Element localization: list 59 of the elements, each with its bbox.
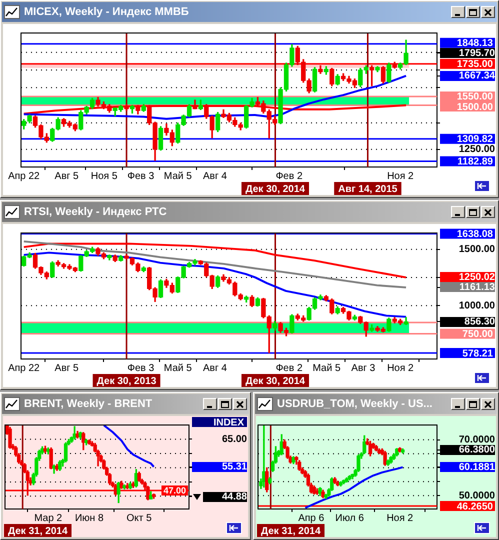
ref-line-label: Дек 31, 2014 xyxy=(8,526,68,537)
chart-title: USDRUB_TOM, Weekly - US... xyxy=(277,398,434,410)
x-tick-label: Авг 4 xyxy=(202,170,228,182)
ref-line-label: 750.00 xyxy=(462,328,494,340)
ref-line-label: Авг 14, 2015 xyxy=(338,184,398,195)
ref-line-label: 46.2650 xyxy=(456,501,494,512)
x-tick-label: Май 5 xyxy=(164,362,192,374)
x-tick-label: Фев 2 xyxy=(276,362,303,374)
y-tick-label: 70.0000 xyxy=(458,434,496,446)
x-tick-label: Июл 6 xyxy=(335,512,364,524)
y-tick-label: 1000.00 xyxy=(458,300,496,312)
x-tick-label: Фев 3 xyxy=(127,362,155,374)
x-tick-label: Ноя 2 xyxy=(387,362,414,374)
ref-line-label: 1182.89 xyxy=(457,156,494,168)
y-tick-label: 1795.70 xyxy=(458,48,496,59)
x-tick-label: Апр 6 xyxy=(298,512,325,524)
ref-line-label: 1309.82 xyxy=(456,134,494,146)
y-tick-label: 1500.00 xyxy=(458,244,496,256)
ref-line-label: 578.21 xyxy=(462,348,494,360)
x-tick-label: Ноя 5 xyxy=(90,170,118,182)
y-tick-label: 65.00 xyxy=(222,434,248,445)
x-tick-label: Авг 5 xyxy=(54,362,80,374)
y-tick-label: 1161.13 xyxy=(459,282,496,294)
ref-line-label: 47.00 xyxy=(163,485,186,496)
y-tick-label: 55.31 xyxy=(222,462,248,473)
x-tick-label: Авг 3 xyxy=(351,362,376,374)
chart-title: RTSI, Weekly - Индекс РТС xyxy=(24,206,168,218)
y-axis-title: INDEX xyxy=(213,417,244,428)
x-tick-label: Ноя 2 xyxy=(386,512,414,524)
y-tick-label: 60.1881 xyxy=(458,462,496,473)
ref-line-label: Дек 31, 2014 xyxy=(260,526,321,537)
x-tick-label: Фев 2 xyxy=(276,170,303,182)
x-tick-label: Фев 3 xyxy=(127,170,155,182)
ref-line-label: Дек 30, 2013 xyxy=(96,376,157,387)
ref-line-label: 1735.00 xyxy=(456,59,494,70)
x-tick-label: Ноя 2 xyxy=(387,170,414,182)
chart-title: BRENT, Weekly - BRENT xyxy=(24,398,154,410)
y-tick-label: 856.30 xyxy=(464,316,496,328)
x-tick-label: Май 5 xyxy=(312,362,341,374)
ref-line-label: 1638.08 xyxy=(456,229,494,240)
y-tick-label: 44.88 xyxy=(222,491,248,502)
x-tick-label: Авг 4 xyxy=(202,362,228,374)
ref-line-label: 1848.13 xyxy=(456,38,494,50)
x-tick-label: Апр 22 xyxy=(8,170,40,182)
x-tick-label: Мар 2 xyxy=(34,512,63,524)
ref-line-label: Дек 30, 2014 xyxy=(245,184,306,195)
y-tick-label: 1250.02 xyxy=(458,272,496,284)
x-tick-label: Май 5 xyxy=(164,170,192,182)
x-tick-label: Авг 5 xyxy=(54,170,80,182)
x-tick-label: Июн 8 xyxy=(74,512,104,524)
ref-line-label: 1550.00 xyxy=(456,92,494,103)
ref-line-label: Дек 30, 2014 xyxy=(245,376,306,387)
y-tick-label: 1667.34 xyxy=(458,70,496,82)
chart-title: MICEX, Weekly - Индекс ММВБ xyxy=(24,6,190,18)
y-tick-label: 50.0000 xyxy=(458,490,496,502)
y-tick-label: 1250.00 xyxy=(458,144,496,156)
y-tick-label: 66.3800 xyxy=(458,444,496,456)
x-tick-label: Апр 22 xyxy=(8,362,40,374)
x-tick-label: Окт 5 xyxy=(126,512,152,524)
